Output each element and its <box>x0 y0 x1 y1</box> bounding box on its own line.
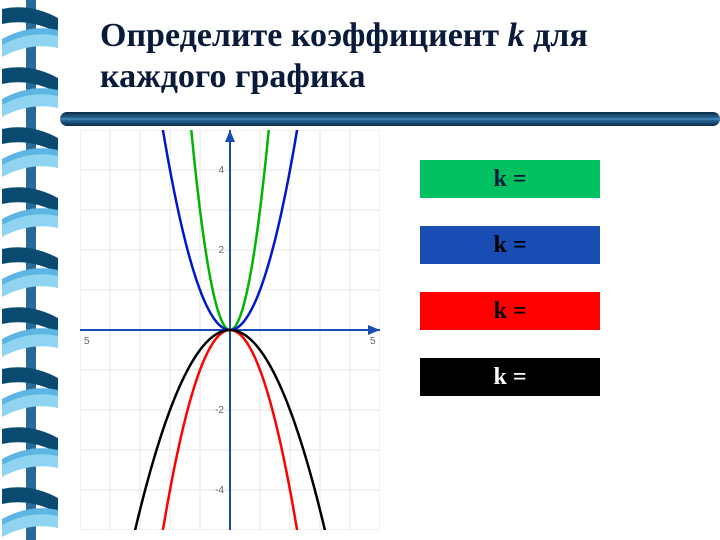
legend: k = k = k = k = <box>420 160 620 424</box>
svg-text:4: 4 <box>218 165 224 176</box>
legend-label: k = <box>493 232 526 259</box>
legend-box-green: k = <box>420 160 600 198</box>
legend-box-blue: k = <box>420 226 600 264</box>
svg-text:5: 5 <box>370 336 376 347</box>
page-title: Определите коэффициент k для каждого гра… <box>100 16 680 98</box>
parabola-chart: -4 -2 2 4 5 5 <box>80 130 380 530</box>
title-underline-bar <box>60 112 720 126</box>
legend-label: k = <box>493 364 526 391</box>
legend-label: k = <box>493 166 526 193</box>
spiral-ribbon <box>0 0 60 540</box>
legend-label: k = <box>493 298 526 325</box>
svg-text:-4: -4 <box>215 485 224 496</box>
svg-text:-2: -2 <box>215 405 224 416</box>
svg-text:5: 5 <box>84 336 90 347</box>
title-k: k <box>508 17 525 54</box>
legend-box-red: k = <box>420 292 600 330</box>
title-prefix: Определите коэффициент <box>100 17 508 54</box>
legend-box-black: k = <box>420 358 600 396</box>
svg-text:2: 2 <box>218 245 224 256</box>
